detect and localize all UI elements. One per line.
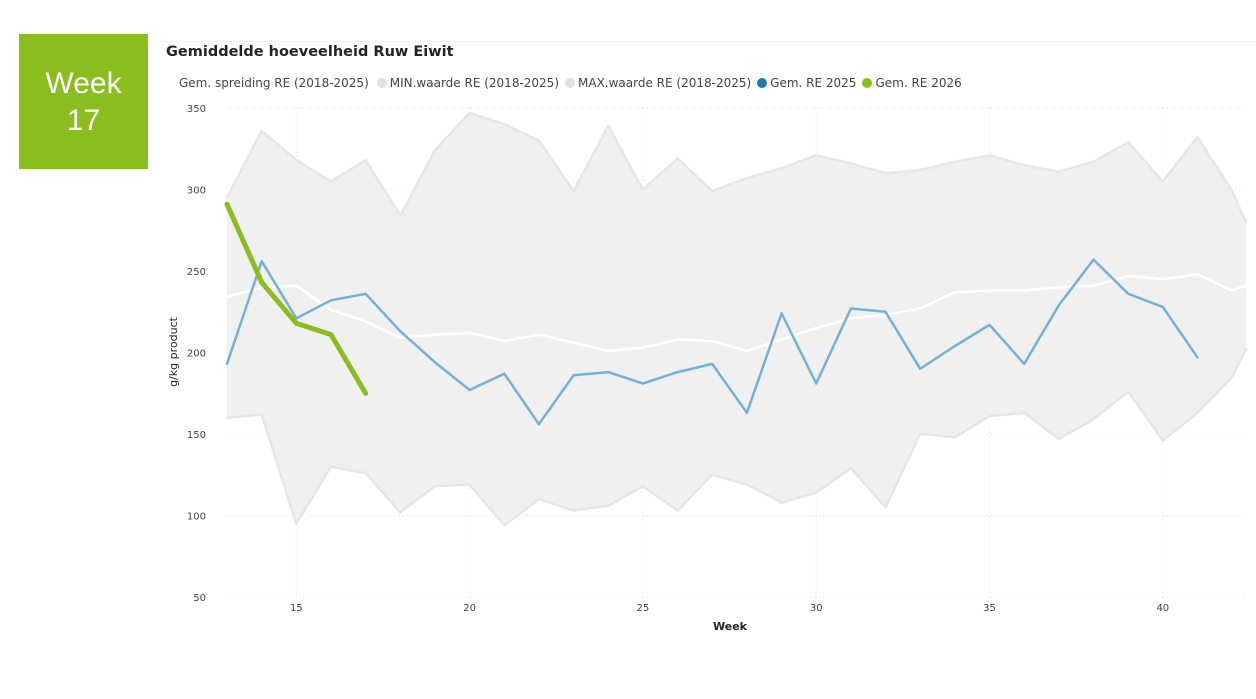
x-axis-label: Week xyxy=(713,620,748,633)
legend-label-max: MAX.waarde RE (2018-2025) xyxy=(578,76,752,90)
series-lines xyxy=(224,111,1248,527)
x-tick-label: 20 xyxy=(463,603,476,614)
y-tick-label: 200 xyxy=(187,349,206,360)
legend-item-2026[interactable]: Gem. RE 2026 xyxy=(862,76,962,90)
min-line[interactable] xyxy=(225,347,1248,527)
legend-label-2025: Gem. RE 2025 xyxy=(770,76,857,90)
legend-marker-max xyxy=(565,78,575,88)
average-line[interactable] xyxy=(225,273,1248,353)
series-2026-line[interactable] xyxy=(224,201,369,396)
legend-marker-min xyxy=(376,78,387,88)
chart-title: Gemiddelde hoeveelheid Ruw Eiwit xyxy=(166,44,454,60)
spread-band-area xyxy=(227,112,1246,526)
legend-item-max[interactable]: MAX.waarde RE (2018-2025) xyxy=(565,76,751,90)
x-tick-label: 30 xyxy=(810,603,823,614)
week-badge: Week 17 xyxy=(19,34,148,169)
axis-ticks: 50 100 150 200 250 300 350 15 20 25 30 35 40 xyxy=(187,104,1169,614)
legend-item-min[interactable]: MIN.waarde RE (2018-2025) xyxy=(376,76,559,90)
week-badge-label: Week xyxy=(45,66,122,100)
legend-marker-2026 xyxy=(862,78,873,88)
legend-marker-2025 xyxy=(757,78,768,88)
x-tick-label: 40 xyxy=(1156,603,1169,614)
series-2025-line[interactable] xyxy=(225,258,1199,426)
week-badge-number: 17 xyxy=(66,103,101,137)
x-tick-label: 25 xyxy=(637,603,650,614)
y-axis-label: g/kg product xyxy=(167,316,180,387)
y-tick-label: 100 xyxy=(187,512,206,523)
x-tick-label: 35 xyxy=(983,603,996,614)
spread-band xyxy=(227,112,1246,526)
legend-item-2025[interactable]: Gem. RE 2025 xyxy=(757,76,856,90)
max-line[interactable] xyxy=(225,111,1248,224)
header-divider xyxy=(160,41,1256,42)
y-tick-label: 350 xyxy=(187,104,206,115)
y-tick-label: 250 xyxy=(187,267,206,278)
chart-legend: Gem. spreiding RE (2018-2025) MIN.waarde… xyxy=(179,76,968,90)
legend-label-min: MIN.waarde RE (2018-2025) xyxy=(389,76,559,90)
legend-title: Gem. spreiding RE (2018-2025) xyxy=(179,76,369,90)
y-tick-label: 300 xyxy=(187,186,206,197)
y-tick-label: 50 xyxy=(193,593,206,604)
x-tick-label: 15 xyxy=(290,603,303,614)
legend-label-2026: Gem. RE 2026 xyxy=(875,76,962,90)
y-tick-label: 150 xyxy=(187,430,206,441)
